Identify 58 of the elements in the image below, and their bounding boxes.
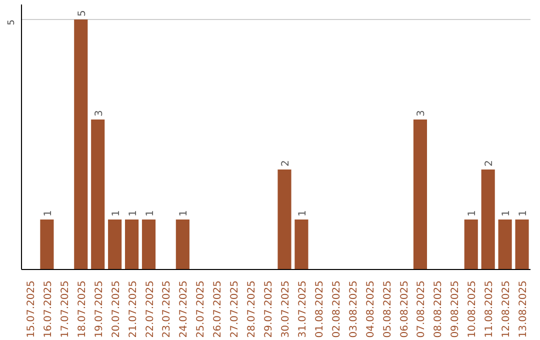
x-tick-label: 20.07.2025 [110, 280, 122, 338]
x-tick-label: 12.08.2025 [501, 280, 512, 338]
bar [74, 20, 88, 270]
bar [91, 120, 105, 270]
x-tick-label: 11.08.2025 [484, 280, 496, 338]
x-tick-label: 29.07.2025 [264, 280, 275, 338]
data-label: 1 [144, 210, 156, 216]
x-tick-label: 18.07.2025 [76, 280, 88, 338]
bar [278, 170, 292, 270]
x-tick-label: 16.07.2025 [42, 280, 54, 338]
bar [464, 220, 478, 270]
x-tick-label: 01.08.2025 [314, 280, 326, 338]
x-tick-label: 26.07.2025 [212, 280, 224, 338]
data-label: 1 [518, 210, 530, 216]
data-label: 5 [76, 10, 88, 16]
bar [498, 220, 512, 270]
data-label: 1 [128, 210, 139, 216]
x-tick-label: 13.08.2025 [518, 280, 530, 338]
x-tick-label: 02.08.2025 [331, 280, 342, 338]
x-tick-label: 21.07.2025 [128, 280, 139, 338]
bar [108, 220, 122, 270]
x-tick-label: 04.08.2025 [365, 280, 376, 338]
data-label: 1 [178, 210, 190, 216]
data-label: 1 [110, 210, 122, 216]
x-tick-label: 17.07.2025 [60, 280, 71, 338]
data-label: 2 [280, 160, 292, 166]
data-label: 2 [484, 160, 496, 166]
data-label: 3 [416, 110, 428, 116]
x-tick-label: 03.08.2025 [348, 280, 360, 338]
bar [294, 220, 308, 270]
bar [176, 220, 190, 270]
bar [481, 170, 495, 270]
x-tick-label: 15.07.2025 [26, 280, 37, 338]
x-tick-label: 22.07.2025 [144, 280, 156, 338]
data-label: 3 [94, 110, 105, 116]
data-label: 1 [501, 210, 512, 216]
bar [40, 220, 54, 270]
data-label: 1 [467, 210, 478, 216]
x-tick-label: 06.08.2025 [399, 280, 410, 338]
x-tick-label: 10.08.2025 [467, 280, 478, 338]
x-tick-label: 08.08.2025 [433, 280, 444, 338]
x-tick-label: 30.07.2025 [280, 280, 292, 338]
bar [413, 120, 428, 270]
bar [142, 220, 156, 270]
bar [124, 220, 139, 270]
data-label: 1 [42, 210, 54, 216]
x-tick-label: 28.07.2025 [246, 280, 258, 338]
x-tick-label: 24.07.2025 [178, 280, 190, 338]
x-tick-label: 31.07.2025 [297, 280, 308, 338]
x-tick-label: 05.08.2025 [382, 280, 394, 338]
x-tick-label: 09.08.2025 [450, 280, 462, 338]
x-tick-label: 23.07.2025 [162, 280, 173, 338]
x-tick-label: 27.07.2025 [230, 280, 241, 338]
bar [515, 220, 529, 270]
x-tick-label: 25.07.2025 [196, 280, 207, 338]
data-label: 1 [297, 210, 308, 216]
x-tick-label: 07.08.2025 [416, 280, 428, 338]
x-tick-label: 19.07.2025 [94, 280, 105, 338]
